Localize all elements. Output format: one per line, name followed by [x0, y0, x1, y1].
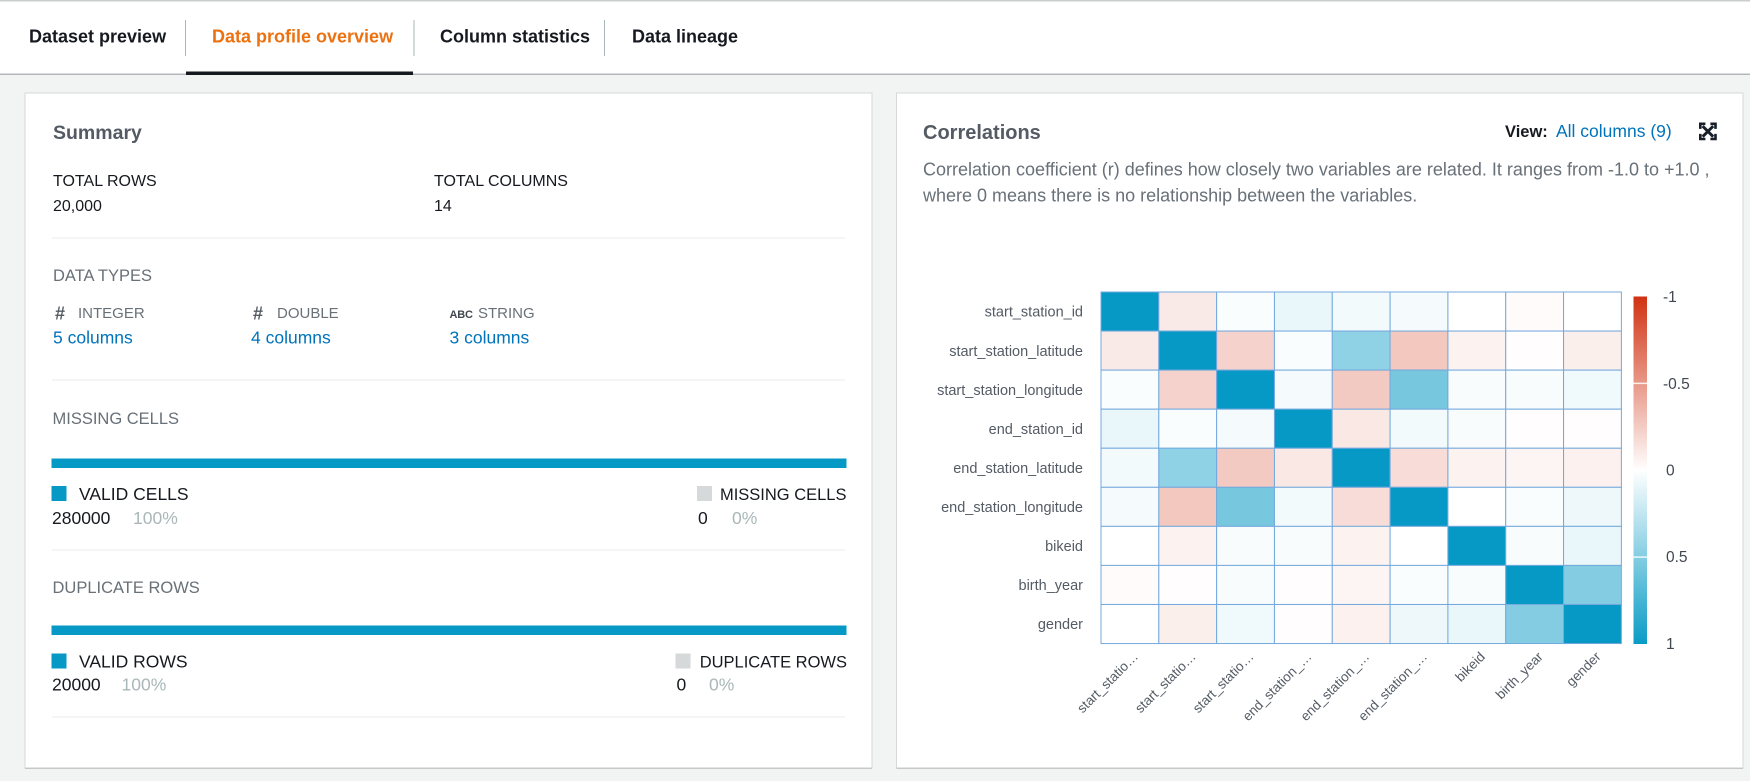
- svg-text:100%: 100%: [133, 508, 178, 528]
- svg-text:bikeid: bikeid: [1045, 539, 1083, 555]
- svg-text:Dataset preview: Dataset preview: [29, 27, 167, 47]
- svg-text:1: 1: [1666, 636, 1675, 653]
- svg-text:Data profile overview: Data profile overview: [212, 27, 394, 47]
- svg-text:start_station_longitude: start_station_longitude: [937, 383, 1083, 399]
- svg-text:0.5: 0.5: [1666, 549, 1688, 566]
- svg-text:MISSING CELLS: MISSING CELLS: [53, 410, 180, 428]
- svg-text:3 columns: 3 columns: [450, 328, 530, 348]
- svg-text:Column statistics: Column statistics: [440, 27, 590, 47]
- svg-text:gender: gender: [1038, 617, 1083, 633]
- svg-text:#: #: [55, 304, 65, 324]
- svg-text:birth_year: birth_year: [1019, 578, 1084, 594]
- svg-text:All columns (9): All columns (9): [1556, 121, 1672, 141]
- svg-text:DUPLICATE ROWS: DUPLICATE ROWS: [53, 579, 200, 597]
- svg-text:end_station_longitude: end_station_longitude: [941, 500, 1083, 516]
- svg-text:#: #: [253, 304, 263, 324]
- svg-text:DUPLICATE ROWS: DUPLICATE ROWS: [700, 654, 847, 672]
- svg-text:Correlations: Correlations: [923, 122, 1041, 144]
- svg-text:INTEGER: INTEGER: [78, 305, 145, 322]
- svg-text:Data lineage: Data lineage: [632, 27, 738, 47]
- svg-text:start_station_latitude: start_station_latitude: [949, 344, 1083, 360]
- svg-text:0: 0: [698, 508, 708, 528]
- svg-text:20,000: 20,000: [53, 198, 102, 215]
- svg-text:-0.5: -0.5: [1663, 376, 1690, 393]
- svg-text:Correlation coefficient (r) de: Correlation coefficient (r) defines how …: [923, 160, 1710, 180]
- svg-text:DATA TYPES: DATA TYPES: [53, 267, 152, 285]
- svg-text:20000: 20000: [52, 675, 101, 695]
- svg-text:4 columns: 4 columns: [251, 328, 331, 348]
- svg-text:0: 0: [677, 675, 687, 695]
- svg-text:View:: View:: [1505, 123, 1548, 141]
- svg-text:0%: 0%: [709, 675, 734, 695]
- svg-text:DOUBLE: DOUBLE: [277, 305, 339, 322]
- svg-text:ABC: ABC: [450, 309, 473, 321]
- svg-text:end_station_id: end_station_id: [989, 422, 1083, 438]
- svg-text:0%: 0%: [732, 508, 757, 528]
- svg-text:VALID ROWS: VALID ROWS: [79, 652, 188, 672]
- svg-text:start_station_id: start_station_id: [985, 305, 1083, 321]
- svg-text:280000: 280000: [52, 508, 111, 528]
- svg-text:TOTAL ROWS: TOTAL ROWS: [53, 173, 157, 190]
- svg-text:14: 14: [434, 198, 452, 215]
- svg-text:5 columns: 5 columns: [53, 328, 133, 348]
- svg-text:MISSING CELLS: MISSING CELLS: [720, 486, 847, 504]
- svg-text:100%: 100%: [122, 675, 167, 695]
- svg-text:VALID CELLS: VALID CELLS: [79, 484, 189, 504]
- svg-text:end_station_latitude: end_station_latitude: [953, 461, 1083, 477]
- svg-text:STRING: STRING: [478, 305, 535, 322]
- svg-text:0: 0: [1666, 463, 1675, 480]
- svg-text:-1: -1: [1663, 289, 1677, 306]
- svg-text:where 0 means there is no rela: where 0 means there is no relationship b…: [922, 186, 1417, 206]
- svg-text:TOTAL COLUMNS: TOTAL COLUMNS: [434, 173, 568, 190]
- svg-text:Summary: Summary: [53, 122, 142, 144]
